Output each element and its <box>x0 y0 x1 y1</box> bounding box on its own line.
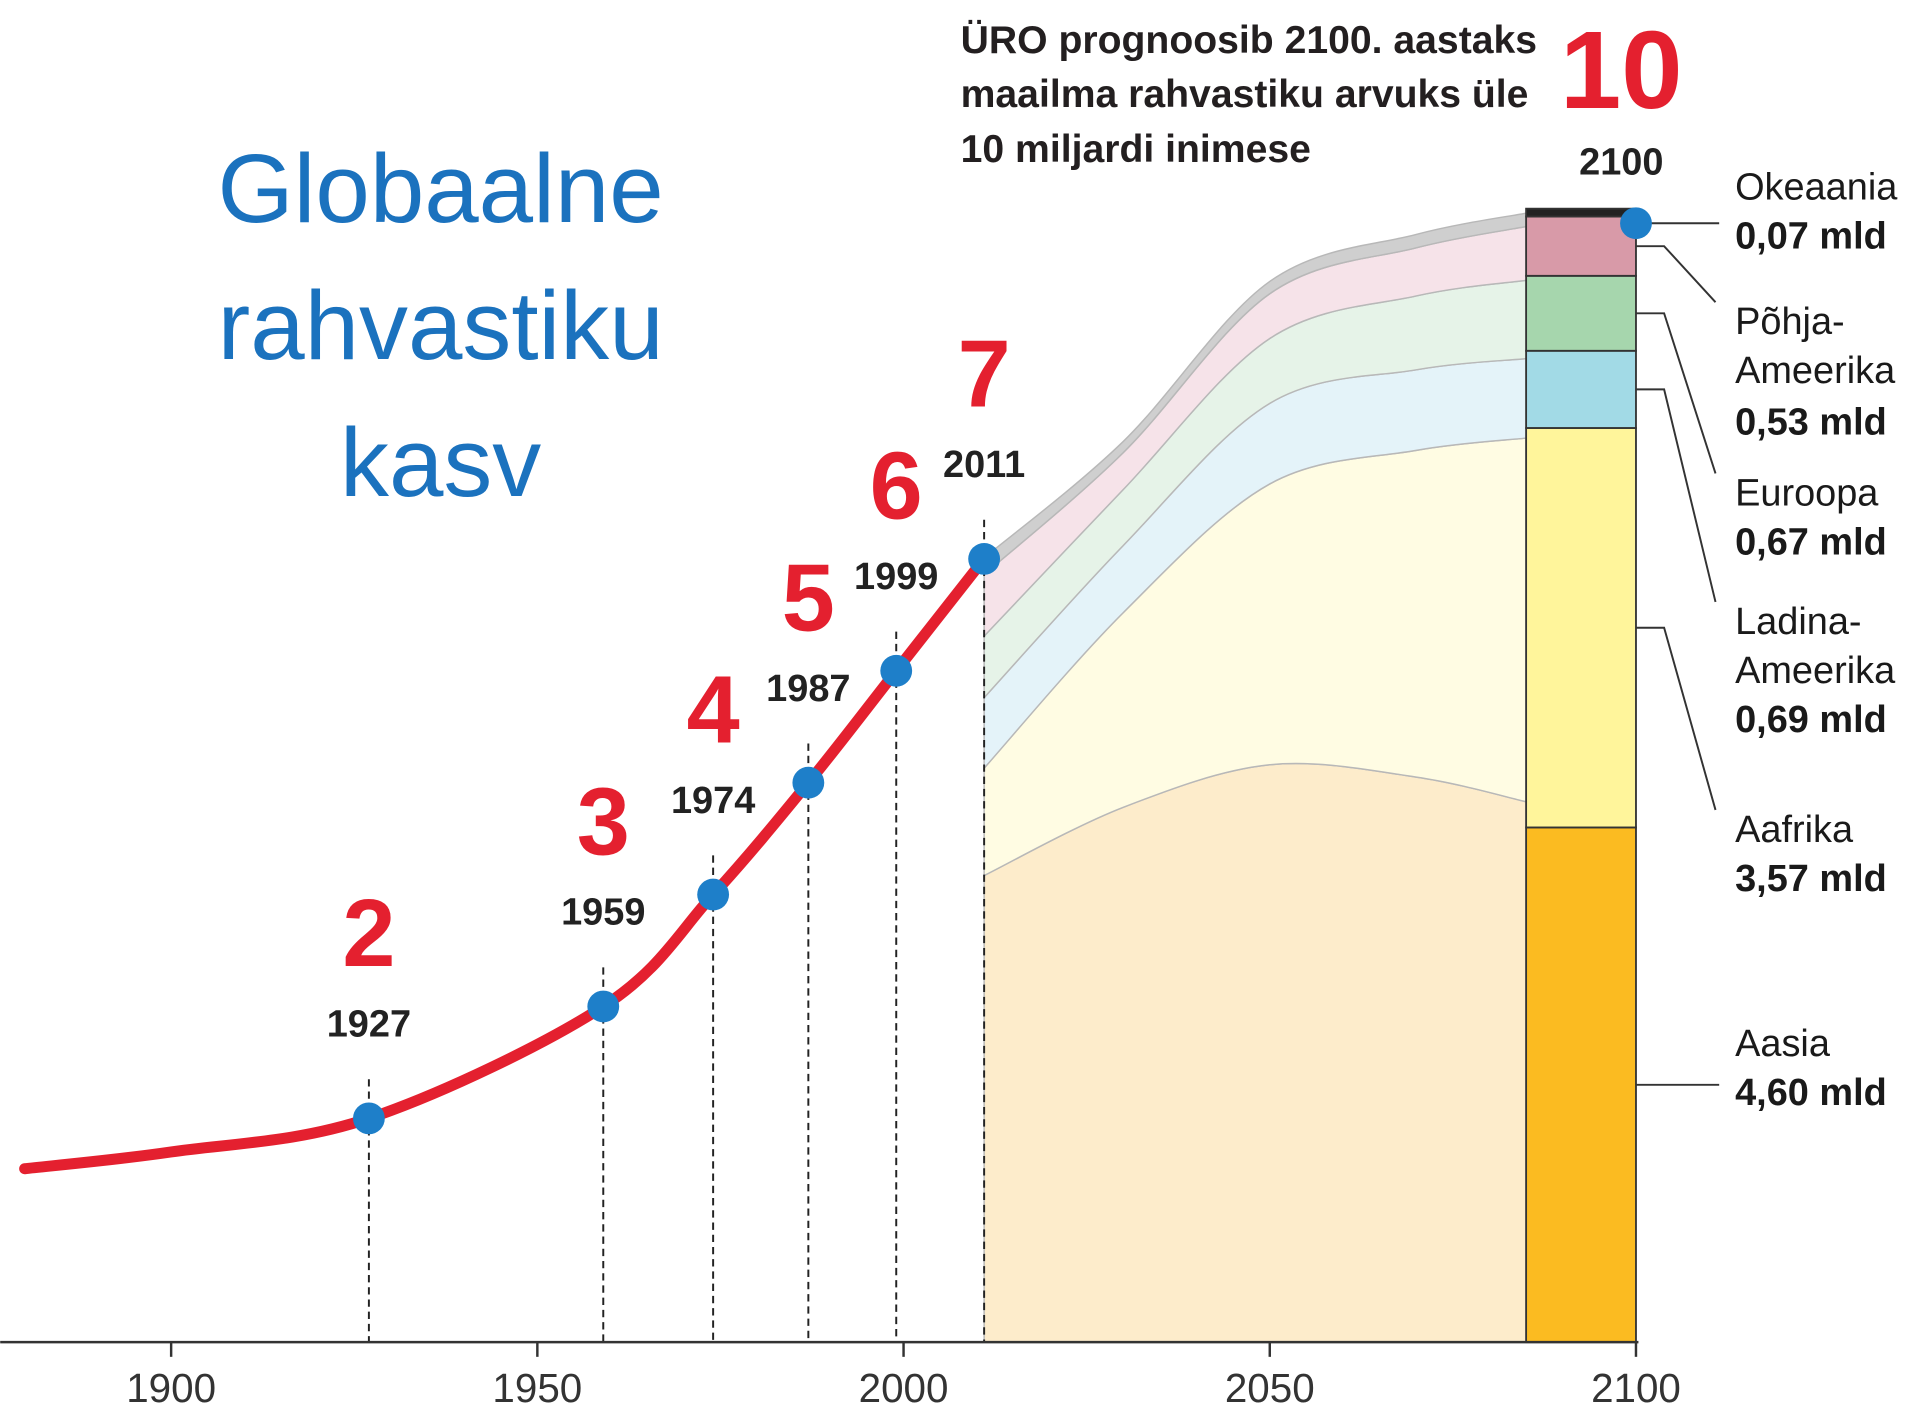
milestone-year: 1959 <box>561 892 645 934</box>
region-value: 4,60 mld <box>1735 1072 1887 1114</box>
region-name: Euroopa <box>1735 473 1879 515</box>
note-line: ÜRO prognoosib 2100. aastaks <box>961 19 1537 62</box>
x-tick-label: 1900 <box>126 1365 216 1407</box>
milestone-value: 7 <box>958 322 1011 428</box>
milestone-year: 1927 <box>327 1004 411 1046</box>
leader-line <box>1635 388 1717 603</box>
region-bar <box>1525 427 1637 829</box>
x-tick-label: 2050 <box>1225 1365 1315 1407</box>
region-value: 0,53 mld <box>1735 402 1887 444</box>
region-bar <box>1525 826 1637 1344</box>
region-value: 0,07 mld <box>1735 216 1887 258</box>
x-tick-label: 1950 <box>492 1365 582 1407</box>
region-bar <box>1525 215 1637 277</box>
region-name: Aasia <box>1735 1023 1831 1065</box>
region-name: Ladina-Ameerika <box>1735 601 1896 692</box>
leader-line <box>1635 626 1717 811</box>
milestone-year: 2011 <box>943 444 1025 486</box>
x-tick-label: 2000 <box>859 1365 949 1407</box>
region-value: 0,67 mld <box>1735 521 1887 563</box>
population-line <box>19 553 990 1175</box>
milestone-value: 3 <box>577 769 630 875</box>
milestone-dot <box>792 766 825 799</box>
milestone-dot <box>352 1102 385 1135</box>
note-line: maailma rahvastiku arvuks üle <box>961 73 1529 116</box>
note-line: 10 miljardi inimese <box>961 128 1311 171</box>
forecast-area <box>983 762 1527 1343</box>
milestone-year: 1974 <box>671 780 755 822</box>
leader-line <box>1635 245 1717 303</box>
region-name: Põhja-Ameerika <box>1735 301 1896 392</box>
milestone-dot <box>697 878 730 911</box>
milestone-dot <box>1620 207 1652 240</box>
region-name: Okeaania <box>1735 167 1898 209</box>
region-bar <box>1525 274 1637 352</box>
milestone-dot <box>880 654 913 687</box>
milestone-year: 2100 <box>1579 142 1663 184</box>
region-value: 3,57 mld <box>1735 858 1887 900</box>
milestone-value: 10 <box>1560 9 1682 132</box>
milestone-value: 6 <box>870 434 923 540</box>
region-value: 0,69 mld <box>1735 699 1887 741</box>
leader-line <box>1635 312 1717 474</box>
milestone-dot <box>968 543 1001 575</box>
region-name: Aafrika <box>1735 809 1854 851</box>
milestone-value: 5 <box>782 545 835 651</box>
milestone-year: 1987 <box>766 668 850 710</box>
milestone-value: 4 <box>687 657 740 763</box>
x-tick-label: 2100 <box>1591 1365 1681 1407</box>
chart-title: Globaalne rahvastiku kasv <box>218 133 664 517</box>
milestone-year: 1999 <box>854 556 938 598</box>
milestone-value: 2 <box>342 881 395 987</box>
region-bar <box>1525 349 1637 429</box>
region-bar <box>1525 207 1637 218</box>
milestone-dot <box>587 990 620 1023</box>
